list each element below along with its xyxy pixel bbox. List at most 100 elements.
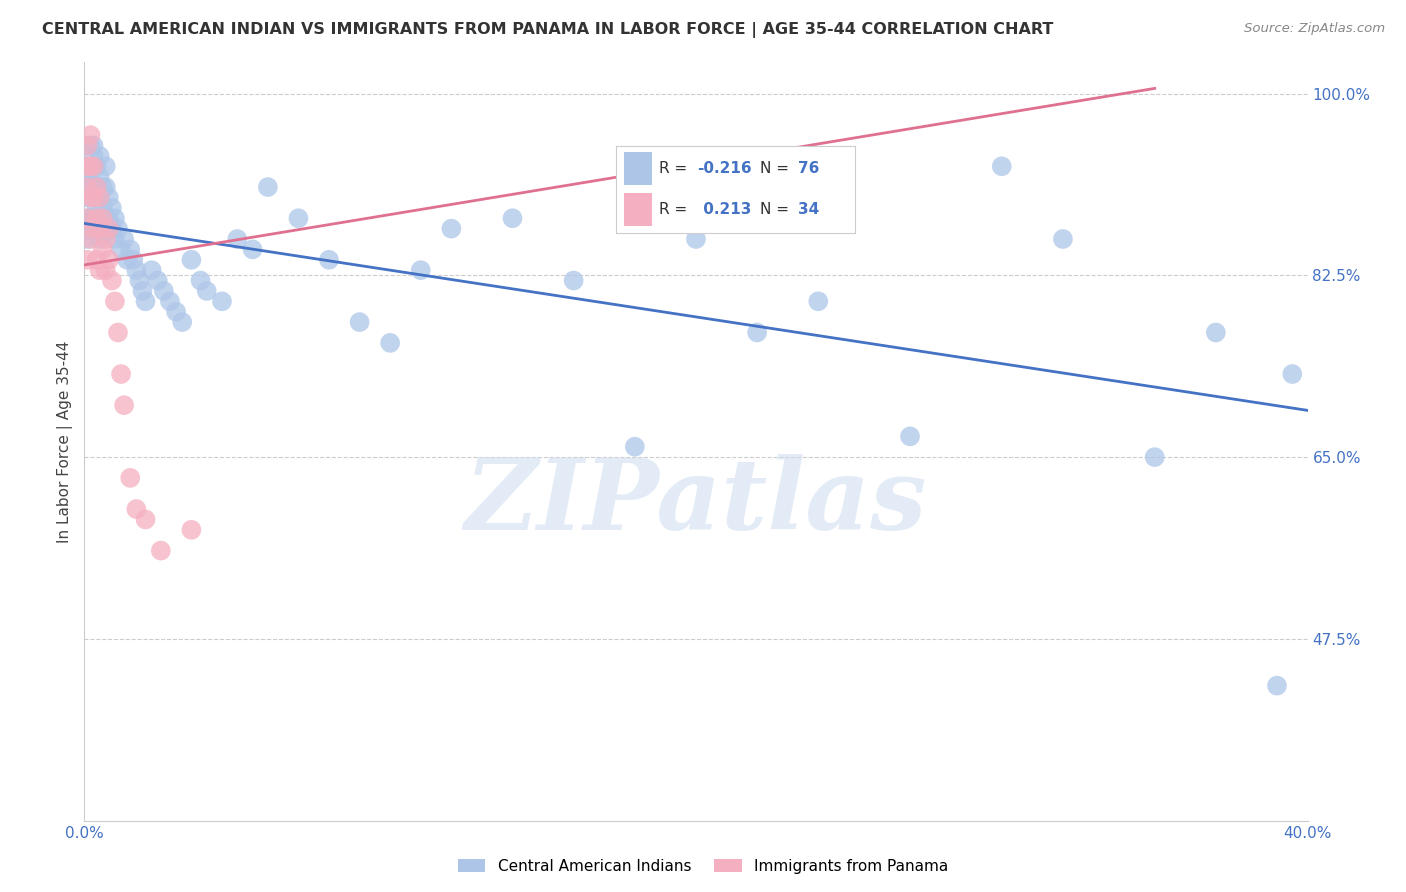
Point <box>79 159 101 173</box>
Point <box>685 232 707 246</box>
Point <box>97 252 120 267</box>
Point <box>83 149 105 163</box>
Point <box>141 263 163 277</box>
Point <box>257 180 280 194</box>
Point <box>135 512 157 526</box>
Point <box>562 274 585 288</box>
Point <box>190 274 212 288</box>
Point <box>898 429 921 443</box>
Point <box>91 221 114 235</box>
Point <box>91 201 114 215</box>
Point <box>76 159 98 173</box>
Point <box>104 211 127 226</box>
Point <box>110 243 132 257</box>
Point <box>211 294 233 309</box>
Point <box>86 159 108 173</box>
Point <box>79 211 101 226</box>
Point <box>79 232 101 246</box>
Point <box>624 440 647 454</box>
Point <box>502 211 524 226</box>
Y-axis label: In Labor Force | Age 35-44: In Labor Force | Age 35-44 <box>58 341 73 542</box>
Point <box>287 211 309 226</box>
Point <box>86 180 108 194</box>
Point <box>107 326 129 340</box>
Point <box>128 274 150 288</box>
Point <box>76 180 98 194</box>
Point <box>86 221 108 235</box>
Point <box>318 252 340 267</box>
Text: ZIPatlas: ZIPatlas <box>465 454 927 550</box>
Point <box>86 180 108 194</box>
Point <box>91 180 114 194</box>
Point <box>83 221 105 235</box>
Point <box>172 315 194 329</box>
Point <box>76 211 98 226</box>
Point <box>76 232 98 246</box>
Point <box>83 159 105 173</box>
Point <box>1052 232 1074 246</box>
Point <box>76 138 98 153</box>
Point <box>1143 450 1166 464</box>
Point <box>107 221 129 235</box>
Point <box>86 201 108 215</box>
Point <box>101 221 124 235</box>
Point <box>131 284 153 298</box>
Point <box>76 252 98 267</box>
Point <box>195 284 218 298</box>
Text: CENTRAL AMERICAN INDIAN VS IMMIGRANTS FROM PANAMA IN LABOR FORCE | AGE 35-44 COR: CENTRAL AMERICAN INDIAN VS IMMIGRANTS FR… <box>42 22 1053 38</box>
Point <box>94 159 117 173</box>
Point <box>97 211 120 226</box>
Point <box>83 190 105 204</box>
Point <box>79 169 101 184</box>
Point <box>159 294 181 309</box>
Point <box>104 294 127 309</box>
Point <box>91 243 114 257</box>
Point <box>135 294 157 309</box>
Point <box>409 263 432 277</box>
Point <box>115 252 138 267</box>
Point <box>83 180 105 194</box>
Point <box>440 221 463 235</box>
Point <box>747 326 769 340</box>
Legend: Central American Indians, Immigrants from Panama: Central American Indians, Immigrants fro… <box>451 853 955 880</box>
Point <box>89 221 111 235</box>
Point <box>79 138 101 153</box>
Point <box>1205 326 1227 340</box>
Point <box>101 201 124 215</box>
Point <box>89 190 111 204</box>
Point <box>94 232 117 246</box>
Point <box>1281 367 1303 381</box>
Point <box>89 169 111 184</box>
Point <box>97 190 120 204</box>
Text: Source: ZipAtlas.com: Source: ZipAtlas.com <box>1244 22 1385 36</box>
Point <box>97 221 120 235</box>
Point <box>91 211 114 226</box>
Point <box>807 294 830 309</box>
Point <box>122 252 145 267</box>
Point <box>86 252 108 267</box>
Point <box>153 284 176 298</box>
Point <box>94 263 117 277</box>
Point <box>101 274 124 288</box>
Point <box>94 180 117 194</box>
Point <box>1265 679 1288 693</box>
Point <box>125 502 148 516</box>
Point <box>226 232 249 246</box>
Point <box>149 543 172 558</box>
Point <box>991 159 1014 173</box>
Point <box>76 169 98 184</box>
Point <box>120 243 142 257</box>
Point <box>79 221 101 235</box>
Point <box>165 304 187 318</box>
Point <box>104 232 127 246</box>
Point <box>76 211 98 226</box>
Point <box>110 367 132 381</box>
Point <box>94 211 117 226</box>
Point <box>79 128 101 143</box>
Point <box>125 263 148 277</box>
Point <box>89 263 111 277</box>
Point <box>83 138 105 153</box>
Point <box>380 335 402 350</box>
Point <box>180 523 202 537</box>
Point <box>86 211 108 226</box>
